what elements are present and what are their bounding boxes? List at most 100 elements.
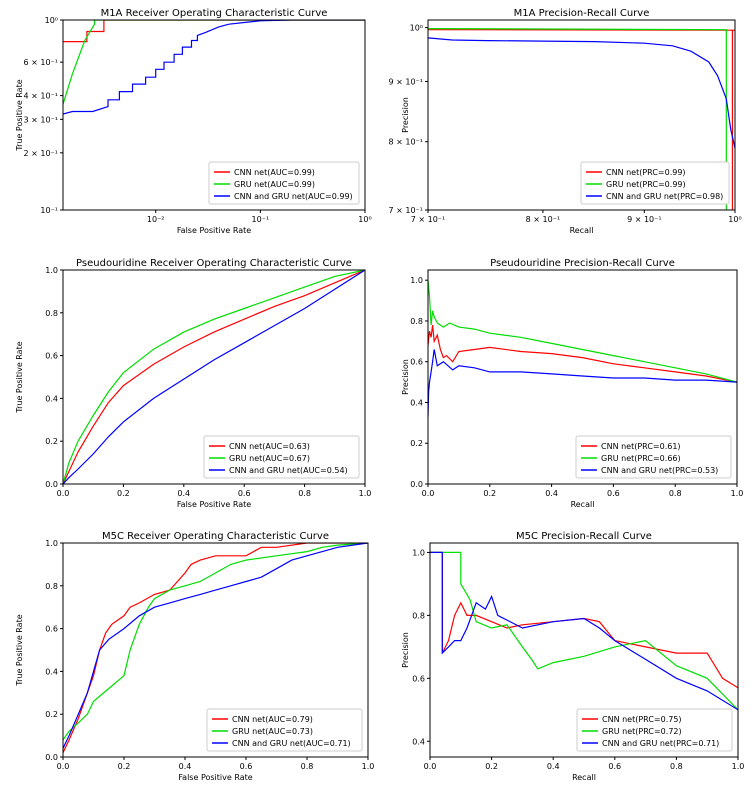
plot-frame xyxy=(62,542,369,758)
x-tick-label: 0.0 xyxy=(422,489,435,498)
x-tick-label: 0.6 xyxy=(608,762,621,771)
y-tick-label: 8 × 10⁻¹ xyxy=(389,138,424,147)
y-axis-label: True Positive Rate xyxy=(15,79,24,151)
x-tick-label: 1.0 xyxy=(731,489,744,498)
plot-frame xyxy=(62,269,366,485)
y-tick-label: 0.6 xyxy=(45,625,58,634)
y-tick-label: 0.2 xyxy=(410,439,423,448)
series-line-cnn xyxy=(428,29,735,31)
legend-entry: GRU net(AUC=0.73) xyxy=(232,727,313,736)
x-tick-label: 1.0 xyxy=(732,762,745,771)
y-tick-label: 10⁻¹ xyxy=(40,206,58,215)
legend-entry: CNN and GRU net(PRC=0.98) xyxy=(606,192,723,201)
legend-entry: GRU net(AUC=0.99) xyxy=(234,180,315,189)
plot-frame xyxy=(62,19,366,211)
y-tick-label: 0.4 xyxy=(412,737,425,746)
y-tick-label: 1.0 xyxy=(45,539,58,548)
y-axis-label: Precision xyxy=(401,97,410,133)
x-tick-label: 0.2 xyxy=(483,489,496,498)
legend-entry: CNN net(AUC=0.79) xyxy=(232,715,313,724)
legend xyxy=(576,708,733,752)
series-line-gru xyxy=(63,20,365,105)
panel-m1a-prc: 7 × 10⁻¹ 8 × 10⁻¹ 9 × 10⁻¹ 10⁰ 7 × 10⁻¹ 8 × 1… xyxy=(389,8,742,235)
series-line-cnn xyxy=(63,20,365,43)
x-tick-label: 8 × 10⁻¹ xyxy=(526,215,561,224)
x-tick-label: 1.0 xyxy=(362,762,375,771)
legend-entry: CNN and GRU net(AUC=0.99) xyxy=(234,192,353,201)
y-tick-label: 0.0 xyxy=(45,480,58,489)
series-line-both xyxy=(430,551,738,711)
x-tick-label: 0.2 xyxy=(118,762,131,771)
x-tick-label: 0.0 xyxy=(424,762,437,771)
y-tick-label: 0.2 xyxy=(45,437,58,446)
legend-entry: GRU net(AUC=0.67) xyxy=(229,454,310,463)
y-axis-label: Precision xyxy=(401,359,410,395)
x-tick-label: 1.0 xyxy=(359,489,372,498)
legend-entry: CNN net(PRC=0.75) xyxy=(602,715,682,724)
series-line-both xyxy=(428,349,737,417)
plot-frame xyxy=(427,269,738,485)
y-tick-label: 0.8 xyxy=(412,611,425,620)
legend-entry: CNN net(AUC=0.63) xyxy=(229,442,310,451)
x-tick-label: 0.6 xyxy=(240,762,253,771)
x-tick-label: 0.4 xyxy=(547,762,560,771)
y-tick-label: 3 × 10⁻¹ xyxy=(24,115,59,124)
series-line-gru xyxy=(428,28,727,210)
series-line-gru xyxy=(63,270,365,484)
y-tick-label: 0.4 xyxy=(45,394,58,403)
x-tick-label: 7 × 10⁻¹ xyxy=(411,215,446,224)
legend xyxy=(206,708,363,752)
series-line-cnn xyxy=(63,543,368,753)
x-tick-label: 10⁻¹ xyxy=(252,215,270,224)
x-tick-label: 0.0 xyxy=(57,489,70,498)
series-line-cnn xyxy=(428,324,737,383)
chart-title: M1A Receiver Operating Characteristic Cu… xyxy=(101,8,328,19)
legend-entry: CNN and GRU net(AUC=0.71) xyxy=(232,739,351,748)
legend xyxy=(208,161,360,205)
y-tick-label: 0.0 xyxy=(45,753,58,762)
y-tick-label: 9 × 10⁻¹ xyxy=(389,77,424,86)
legend-entry: CNN and GRU net(PRC=0.53) xyxy=(601,466,718,475)
x-axis-label: Recall xyxy=(570,226,594,235)
y-axis-label: True Positive Rate xyxy=(15,614,24,686)
x-tick-label: 0.4 xyxy=(545,489,558,498)
y-tick-label: 1.0 xyxy=(412,548,425,557)
x-tick-label: 0.2 xyxy=(485,762,498,771)
y-tick-label: 10⁰ xyxy=(410,24,423,33)
legend xyxy=(580,161,730,205)
plot-frame xyxy=(427,19,736,211)
y-axis-label: True Positive Rate xyxy=(15,341,24,413)
x-tick-label: 0.0 xyxy=(57,762,70,771)
series-line-gru xyxy=(430,551,738,711)
legend-entry: GRU net(PRC=0.99) xyxy=(606,180,686,189)
legend xyxy=(575,435,732,479)
y-tick-label: 0.2 xyxy=(45,710,58,719)
x-tick-label: 0.4 xyxy=(177,489,190,498)
legend-entry: CNN and GRU net(PRC=0.71) xyxy=(602,739,719,748)
y-tick-label: 0.8 xyxy=(410,317,423,326)
panel-pseudouridine-roc: 0.0 0.2 0.4 0.6 0.8 1.0 0.0 0.2 0.4 0.6 0.8 1.0 Pseu… xyxy=(15,258,371,509)
series-line-gru xyxy=(63,543,368,741)
chart-title: M5C Receiver Operating Characteristic Cu… xyxy=(102,531,329,542)
series-line-both xyxy=(63,270,365,484)
panel-m5c-roc: 0.0 0.2 0.4 0.6 0.8 1.0 0.0 0.2 0.4 0.6 0.8 1.0 M5C … xyxy=(15,531,374,782)
plot-frame xyxy=(429,542,739,758)
y-tick-label: 0.0 xyxy=(410,480,423,489)
y-tick-label: 0.8 xyxy=(45,582,58,591)
y-tick-label: 10⁰ xyxy=(45,16,58,25)
x-axis-label: False Positive Rate xyxy=(178,773,252,782)
x-tick-label: 0.8 xyxy=(301,762,314,771)
series-line-gru xyxy=(428,280,737,383)
x-tick-label: 10⁻² xyxy=(147,215,165,224)
x-axis-label: False Positive Rate xyxy=(177,226,251,235)
y-tick-label: 2 × 10⁻¹ xyxy=(24,149,59,158)
series-line-both xyxy=(63,20,365,115)
y-tick-label: 7 × 10⁻¹ xyxy=(389,206,424,215)
x-tick-label: 0.8 xyxy=(670,762,683,771)
panel-m1a-roc: 10⁻² 10⁻¹ 10⁰ 10⁻¹ 2 × 10⁻¹ 3 × 10⁻¹ 4 × 10⁻¹ 6… xyxy=(15,8,372,235)
legend-entry: CNN net(AUC=0.99) xyxy=(234,168,315,177)
series-line-both xyxy=(63,543,368,749)
y-tick-label: 0.6 xyxy=(412,674,425,683)
x-tick-label: 0.4 xyxy=(179,762,192,771)
